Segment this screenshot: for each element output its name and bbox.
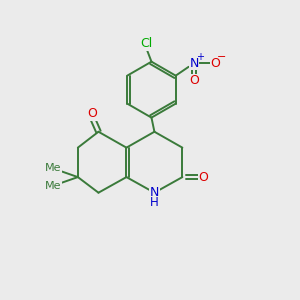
Text: Me: Me bbox=[45, 181, 61, 191]
Text: O: O bbox=[189, 74, 199, 88]
Text: −: − bbox=[216, 52, 226, 62]
Text: N: N bbox=[189, 57, 199, 70]
Text: H: H bbox=[150, 196, 159, 209]
Text: N: N bbox=[150, 186, 159, 199]
Text: O: O bbox=[199, 171, 208, 184]
Text: Me: Me bbox=[45, 163, 61, 173]
Text: +: + bbox=[196, 52, 204, 62]
Text: O: O bbox=[210, 57, 220, 70]
Text: Cl: Cl bbox=[140, 37, 152, 50]
Text: O: O bbox=[87, 107, 97, 120]
